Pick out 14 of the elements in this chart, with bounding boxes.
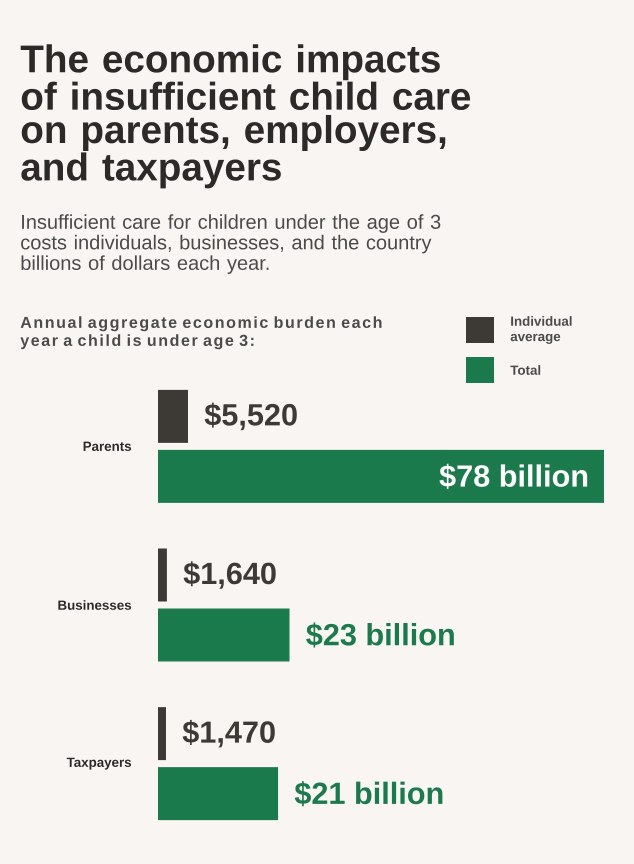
y-tick-label: Businesses — [58, 600, 132, 610]
annotation: Annual aggregate economic burden each year a child is under age 3: — [20, 316, 382, 350]
text: Insufficient care for children under the age of 3 costs individuals, businesses, and the country billions of dollars each year. — [21, 214, 440, 274]
legend-label: Individual average — [510, 316, 572, 344]
data-label: $23 billion — [306, 622, 454, 648]
data-label: $21 billion — [294, 781, 442, 806]
y-tick-label: Taxpayers — [66, 758, 132, 770]
y-tick-label: Parents — [84, 442, 132, 451]
data-label: $78 billion — [439, 464, 588, 489]
data-label: $5,520 — [204, 402, 297, 430]
data-label: $1,640 — [184, 561, 276, 589]
chart-title: The economic impacts of insufficient child care on parents, employers, and taxpayers — [20, 44, 470, 188]
legend-label: Total — [510, 365, 540, 375]
data-label: $1,470 — [182, 720, 275, 748]
